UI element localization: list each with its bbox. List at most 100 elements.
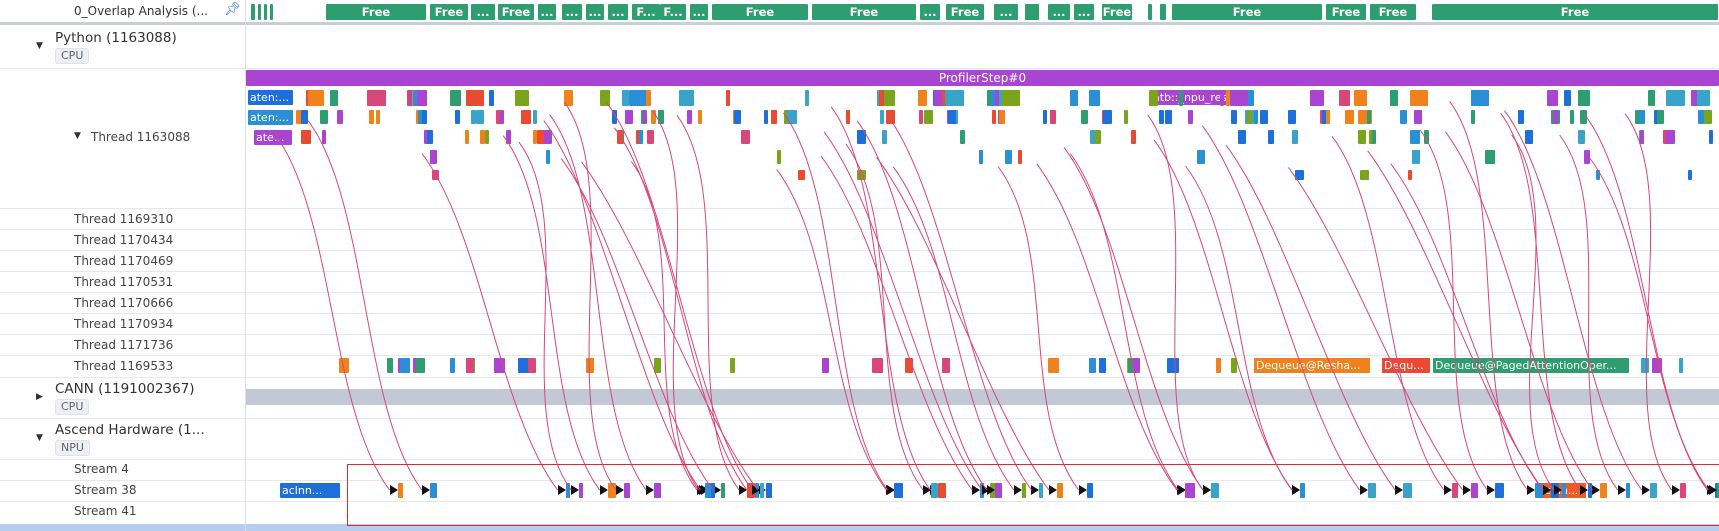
stream-slice[interactable] [1451,483,1459,498]
free-slice[interactable]: Free [498,4,534,20]
thread-row[interactable]: Thread 1170469 [0,252,245,273]
chevron-down-icon[interactable]: ▼ [74,131,81,141]
stream-slice[interactable] [1086,483,1094,498]
thread-row[interactable]: Thread 1170666 [0,294,245,315]
thread-slice[interactable] [1230,358,1237,373]
python-slice[interactable] [1102,110,1113,124]
stream-row[interactable]: Stream 38 [0,482,245,502]
python-slice[interactable] [600,90,610,106]
python-slice[interactable] [1578,90,1590,106]
python-slice[interactable] [479,130,485,144]
python-slice[interactable] [1088,90,1100,106]
python-slice[interactable] [544,130,552,144]
python-slice[interactable] [643,110,648,124]
python-slice[interactable] [301,130,312,144]
stream-slice[interactable] [397,483,404,498]
stream-slice[interactable] [1535,483,1544,498]
python-slice[interactable] [1226,90,1231,106]
python-slice[interactable] [1414,110,1422,124]
python-slice[interactable] [1347,110,1354,124]
free-slice[interactable]: ... [471,4,495,20]
python-slice[interactable] [336,110,344,124]
stream-slice[interactable] [1300,483,1306,498]
python-slice[interactable] [625,110,634,124]
stream-slice[interactable] [705,483,711,498]
free-slice[interactable] [264,4,267,20]
thread-slice[interactable] [822,358,830,373]
free-slice[interactable]: ... [586,4,604,20]
process-python[interactable]: ▼ Python (1163088) CPU [0,28,245,68]
stream-slice[interactable] [1470,483,1478,498]
python-slice[interactable] [376,110,381,124]
free-slice[interactable]: ... [538,4,556,20]
cann-collapsed-bar[interactable] [246,389,1719,405]
stream-slice[interactable] [1625,483,1631,498]
python-slice[interactable] [884,90,896,106]
thread-slice[interactable] [656,358,662,373]
thread-slice[interactable] [872,358,883,373]
free-slice[interactable]: ... [608,4,628,20]
thread-row[interactable]: Thread 1170934 [0,315,245,336]
python-slice[interactable] [1131,130,1136,144]
python-slice[interactable] [1090,130,1095,144]
thread-slice[interactable] [1679,358,1684,373]
stream-slice[interactable] [1021,483,1026,498]
python-slice[interactable] [464,130,469,144]
chevron-down-icon[interactable]: ▼ [36,41,43,51]
python-slice[interactable] [857,170,867,180]
python-slice[interactable] [1371,130,1376,144]
free-slice[interactable]: Free [326,4,426,20]
stream-row[interactable]: Stream 4 [0,461,245,481]
stream-slice[interactable] [747,483,755,498]
python-slice[interactable] [1321,110,1327,124]
python-slice[interactable] [1708,130,1713,144]
python-slice[interactable] [1359,170,1370,180]
python-slice[interactable] [514,90,530,106]
python-slice[interactable] [944,90,965,106]
python-slice[interactable] [777,150,782,164]
stream-slice[interactable] [1403,483,1412,498]
stream-slice[interactable] [1056,483,1064,498]
python-slice[interactable] [1165,110,1172,124]
python-slice[interactable] [1287,110,1296,124]
thread-slice[interactable] [1089,358,1096,373]
thread-slice[interactable] [942,358,951,373]
free-slice[interactable] [251,4,255,20]
python-slice[interactable] [621,90,630,106]
python-slice[interactable] [734,110,742,124]
python-slice[interactable] [521,110,531,124]
python-slice[interactable] [741,130,750,144]
python-slice[interactable] [1018,150,1023,164]
stream-slice[interactable] [429,483,438,498]
free-slice[interactable]: F... [660,4,686,20]
python-slice[interactable] [466,90,485,106]
python-slice[interactable] [1389,90,1398,106]
python-slice[interactable] [1238,130,1246,144]
python-slice[interactable] [879,110,885,124]
profiler-step-bar[interactable]: ProfilerStep#0 [246,70,1719,86]
stream-slice[interactable] [1211,483,1219,498]
thread-slice[interactable] [1132,358,1140,373]
python-slice[interactable] [499,110,504,124]
python-slice[interactable] [1470,110,1475,124]
python-slice[interactable] [992,110,997,124]
python-slice[interactable] [1188,110,1194,124]
python-slice[interactable] [886,110,896,124]
python-slice[interactable] [1647,90,1656,106]
thread-slice[interactable] [493,358,505,373]
stream-slice[interactable] [1184,483,1194,498]
thread-row[interactable]: Thread 1170531 [0,273,245,294]
stream-row[interactable]: Stream 41 [0,503,245,523]
python-slice[interactable] [856,130,866,144]
process-ascend[interactable]: ▼ Ascend Hardware (1... NPU [0,420,245,460]
python-slice[interactable] [649,130,654,144]
stream-slice[interactable] [654,483,661,498]
free-slice[interactable]: F... [632,4,660,20]
python-slice[interactable] [1399,110,1408,124]
python-slice[interactable] [697,110,702,124]
free-slice[interactable] [1148,4,1152,20]
python-slice[interactable] [726,90,731,106]
stream-slice[interactable] [721,483,726,498]
python-slice[interactable] [1246,110,1252,124]
stream-slice[interactable] [765,483,773,498]
